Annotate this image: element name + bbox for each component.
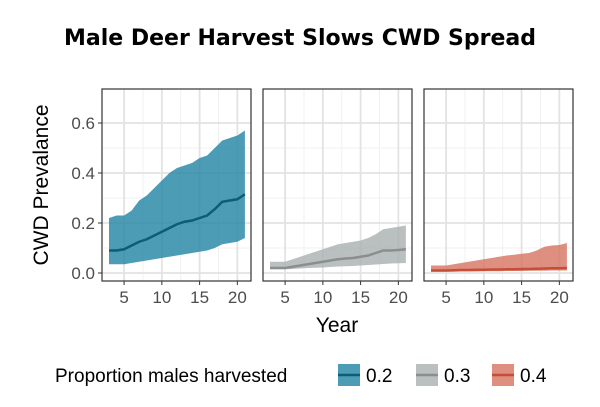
legend: Proportion males harvested 0.2 0.3 0.4	[55, 364, 547, 387]
y-tick-label: 0.2	[71, 214, 95, 233]
legend-label: 0.3	[444, 366, 470, 387]
x-tick-label: 20	[389, 288, 408, 307]
x-tick-label: 10	[474, 288, 493, 307]
y-tick-label: 0.4	[71, 164, 95, 183]
ribbon-0.4	[431, 243, 567, 272]
panel-0.3: 5 10 15 20	[262, 88, 413, 307]
x-tick-label: 15	[351, 288, 370, 307]
panel-0.2: 5 10 15 20 0.0 0.2 0.4 0.6	[71, 88, 252, 307]
y-tick-label: 0.6	[71, 114, 95, 133]
x-tick-label: 10	[152, 288, 171, 307]
panel-border	[423, 88, 574, 282]
x-tick-label: 10	[313, 288, 332, 307]
ribbon-0.3	[270, 225, 406, 270]
y-axis-label: CWD Prevalance	[30, 104, 53, 265]
x-tick-label: 20	[228, 288, 247, 307]
legend-title: Proportion males harvested	[55, 366, 287, 387]
panel-border	[262, 88, 413, 282]
legend-item-0.2: 0.2	[338, 364, 392, 387]
panel-border	[101, 88, 252, 282]
mean-line-0.2	[109, 193, 246, 252]
x-tick-label: 20	[550, 288, 569, 307]
y-tick-label: 0.0	[71, 264, 95, 283]
legend-item-0.4: 0.4	[492, 364, 547, 387]
mean-line-0.4	[431, 266, 567, 272]
legend-label: 0.4	[520, 366, 547, 387]
x-axis-label: Year	[316, 314, 358, 337]
ribbon-0.2	[109, 130, 245, 265]
x-tick-label: 5	[280, 288, 289, 307]
x-tick-label: 5	[119, 288, 128, 307]
x-tick-label: 15	[190, 288, 209, 307]
legend-item-0.3: 0.3	[416, 364, 470, 387]
chart-title: Male Deer Harvest Slows CWD Spread	[64, 26, 536, 51]
x-tick-label: 5	[441, 288, 450, 307]
legend-label: 0.2	[366, 366, 392, 387]
x-tick-label: 15	[512, 288, 531, 307]
panel-0.4: 5 10 15 20	[423, 88, 574, 307]
mean-line-0.3	[270, 248, 407, 270]
